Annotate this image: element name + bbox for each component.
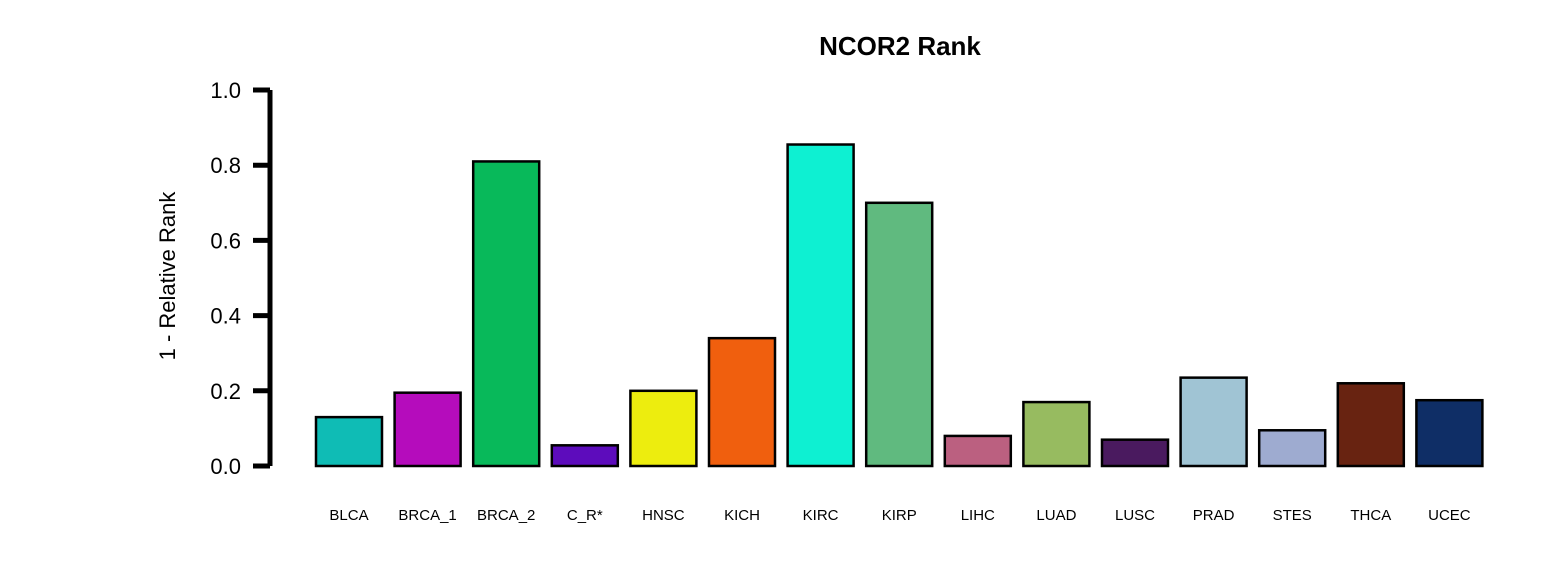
x-tick-label: KIRC	[803, 507, 839, 524]
x-tick-label: STES	[1273, 507, 1312, 524]
y-tick-label: 0.0	[210, 454, 241, 479]
bar-kich	[707, 336, 777, 468]
x-tick-label: KICH	[724, 507, 760, 524]
bar-hnsc	[629, 389, 698, 468]
bar-prad	[1179, 376, 1248, 468]
x-tick-label: KIRP	[882, 507, 917, 524]
x-tick-label: THCA	[1350, 507, 1391, 524]
bar-ucec	[1415, 398, 1484, 468]
x-tick-labels: BLCA BRCA_1 BRCA_2 C_R* HNSC KICH KIRC KIRP LIHC…	[329, 507, 1470, 524]
x-tick-label: UCEC	[1428, 507, 1471, 524]
bar-lihc	[943, 434, 1013, 468]
bar-luad	[1022, 400, 1091, 468]
bar-lusc	[1100, 438, 1170, 468]
bar-c-r	[550, 444, 620, 468]
bars-group	[314, 143, 1484, 468]
x-tick-label: PRAD	[1193, 507, 1235, 524]
bar-thca	[1336, 382, 1406, 468]
x-tick-label: LIHC	[961, 507, 995, 524]
y-tick-label: 0.8	[210, 153, 241, 178]
bar-blca	[314, 415, 384, 468]
y-tick-label: 0.2	[210, 379, 241, 404]
y-tick-label: 0.4	[210, 304, 241, 329]
bar-brca-2	[471, 160, 541, 468]
x-tick-label: BLCA	[329, 507, 368, 524]
bar-brca-1	[393, 391, 462, 468]
x-tick-label: LUSC	[1115, 507, 1155, 524]
x-tick-label: LUAD	[1036, 507, 1076, 524]
chart-title: NCOR2 Rank	[819, 31, 981, 61]
y-axis-label: 1 - Relative Rank	[155, 191, 180, 361]
x-tick-label: C_R*	[567, 507, 603, 524]
y-tick-label: 0.6	[210, 228, 241, 253]
x-tick-label: BRCA_2	[477, 507, 535, 524]
bar-kirc	[786, 143, 855, 468]
bar-stes	[1257, 429, 1327, 468]
y-tick-label: 1.0	[210, 78, 241, 103]
y-axis: 0.0 0.2 0.4 0.6 0.8 1.0	[210, 78, 273, 479]
bar-kirp	[864, 201, 934, 468]
x-tick-label: BRCA_1	[398, 507, 456, 524]
x-tick-label: HNSC	[642, 507, 685, 524]
